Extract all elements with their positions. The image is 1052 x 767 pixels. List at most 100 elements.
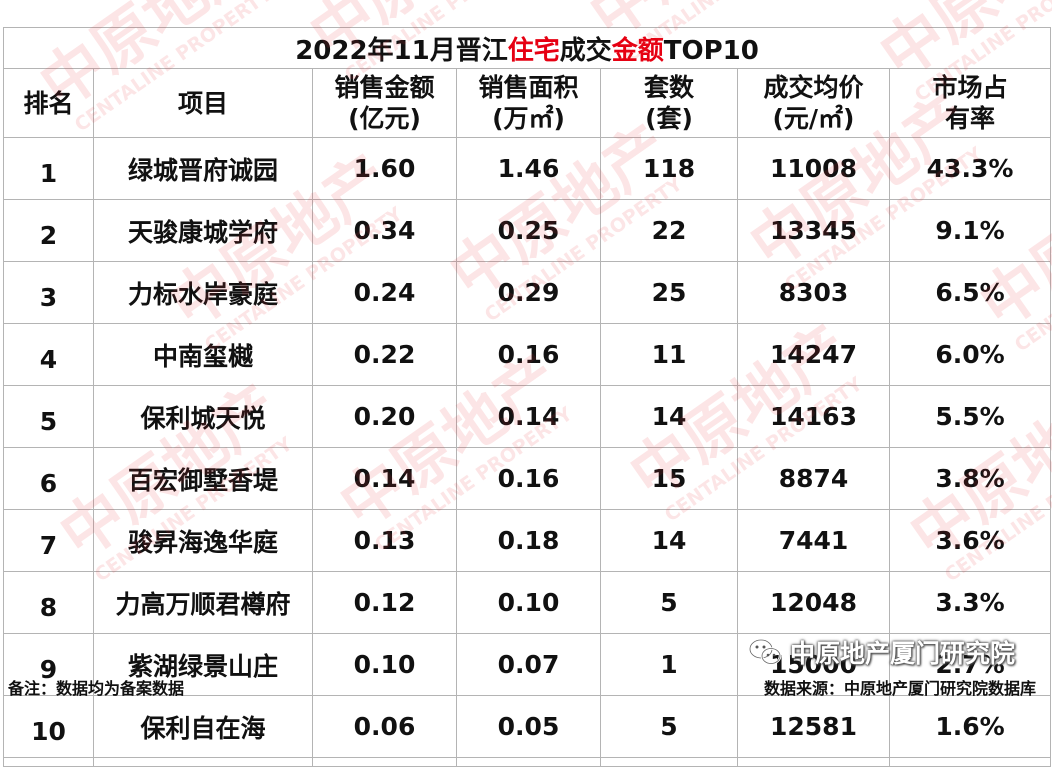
cell-units: 1 (600, 633, 738, 696)
header-area: 销售面积 (万㎡) (456, 68, 601, 138)
cell-project: 保利自在海 (93, 695, 313, 758)
header-avg-price-line1: 成交均价 (763, 73, 864, 102)
cell-amount: 0.34 (312, 199, 457, 262)
cell-avg-price: 12581 (737, 695, 890, 758)
cell-project: 绿城晋府诚园 (93, 137, 313, 200)
header-amount: 销售金额 (亿元) (312, 68, 457, 138)
cell-units: 11 (600, 323, 738, 386)
wechat-account-name: 中原地产厦门研究院 (790, 639, 1016, 668)
cell-project: 保利城天悦 (93, 385, 313, 448)
cell-area: 1.46 (456, 137, 601, 200)
cell-share: 3.8% (888, 447, 1052, 510)
wechat-account-label: 中原地产厦门研究院 (748, 635, 1015, 669)
cell-project: 天骏康城学府 (93, 199, 313, 262)
title-highlight: 金额 (611, 35, 664, 66)
header-share-line1: 市场占 (932, 73, 1008, 102)
cell-rank: 10 (3, 695, 94, 758)
strip-cell (3, 757, 94, 767)
cell-project: 力高万顺君樽府 (93, 571, 313, 634)
header-area-line1: 销售面积 (478, 73, 579, 102)
strip-cell (888, 757, 1052, 767)
table-row: 1 绿城晋府诚园 1.60 1.46 118 11008 43.3% (3, 137, 1052, 200)
header-units-line2: (套) (645, 104, 693, 133)
footer: 备注：数据均为备案数据 数据来源：中原地产厦门研究院数据库 (0, 671, 1052, 699)
cell-avg-price: 8303 (737, 261, 890, 324)
cell-amount: 0.13 (312, 509, 457, 572)
header-units: 套数 (套) (600, 68, 738, 138)
cell-area: 0.07 (456, 633, 601, 696)
cell-share: 3.6% (888, 509, 1052, 572)
cell-avg-price: 7441 (737, 509, 890, 572)
wechat-icon (748, 638, 782, 665)
header-rank: 排名 (3, 68, 94, 138)
strip-cell (600, 757, 738, 767)
cell-share: 3.3% (888, 571, 1052, 634)
cell-share: 6.5% (888, 261, 1052, 324)
cell-area: 0.25 (456, 199, 601, 262)
cell-rank: 5 (3, 385, 94, 448)
header-amount-line2: (亿元) (348, 104, 421, 133)
cell-area: 0.16 (456, 447, 601, 510)
cell-project: 中南玺樾 (93, 323, 313, 386)
cell-rank: 3 (3, 261, 94, 324)
cell-amount: 0.24 (312, 261, 457, 324)
cell-avg-price: 13345 (737, 199, 890, 262)
cell-avg-price: 14247 (737, 323, 890, 386)
table-bottom-strip (3, 757, 1052, 767)
header-row: 排名 项目 销售金额 (亿元) 销售面积 (万㎡) 套数 (套) 成交均价 (元/㎡) 市场占 有率 (3, 68, 1052, 138)
table-row: 4 中南玺樾 0.22 0.16 11 14247 6.0% (3, 323, 1052, 386)
title-text: TOP10 (663, 35, 759, 66)
cell-project: 百宏御墅香堤 (93, 447, 313, 510)
cell-amount: 0.12 (312, 571, 457, 634)
header-rank-line1: 排名 (23, 88, 74, 118)
header-area-line2: (万㎡) (492, 104, 565, 133)
cell-rank: 2 (3, 199, 94, 262)
table-row: 3 力标水岸豪庭 0.24 0.29 25 8303 6.5% (3, 261, 1052, 324)
cell-rank: 4 (3, 323, 94, 386)
cell-share: 43.3% (888, 137, 1052, 200)
table-row: 10 保利自在海 0.06 0.05 5 12581 1.6% (3, 695, 1052, 758)
strip-cell (93, 757, 313, 767)
title-row: 2022年11月晋江住宅成交金额TOP10 (2, 27, 1052, 69)
header-share-line2: 有率 (945, 104, 996, 133)
cell-avg-price: 11008 (737, 137, 890, 200)
cell-share: 5.5% (888, 385, 1052, 448)
cell-area: 0.05 (456, 695, 601, 758)
table-row: 2 天骏康城学府 0.34 0.25 22 13345 9.1% (3, 199, 1052, 262)
cell-avg-price: 8874 (737, 447, 890, 510)
cell-rank: 8 (3, 571, 94, 634)
cell-amount: 1.60 (312, 137, 457, 200)
cell-share: 9.1% (888, 199, 1052, 262)
header-avg-price: 成交均价 (元/㎡) (737, 68, 890, 138)
strip-cell (456, 757, 601, 767)
cell-amount: 0.06 (312, 695, 457, 758)
cell-avg-price: 15000 (737, 633, 890, 696)
cell-units: 5 (600, 571, 738, 634)
title-text: 2022年11月晋江 (295, 35, 508, 66)
header-amount-line1: 销售金额 (334, 73, 435, 102)
table-row: 9 紫湖绿景山庄 0.10 0.07 1 15000 2.7% (3, 633, 1052, 696)
cell-area: 0.14 (456, 385, 601, 448)
strip-cell (737, 757, 890, 767)
footer-note: 备注：数据均为备案数据 (8, 679, 185, 698)
cell-project: 紫湖绿景山庄 (93, 633, 313, 696)
cell-amount: 0.10 (312, 633, 457, 696)
cell-units: 118 (600, 137, 738, 200)
cell-area: 0.16 (456, 323, 601, 386)
table-row: 7 骏昇海逸华庭 0.13 0.18 14 7441 3.6% (3, 509, 1052, 572)
table-row: 5 保利城天悦 0.20 0.14 14 14163 5.5% (3, 385, 1052, 448)
cell-area: 0.18 (456, 509, 601, 572)
table-row: 6 百宏御墅香堤 0.14 0.16 15 8874 3.8% (3, 447, 1052, 510)
header-units-line1: 套数 (643, 73, 694, 102)
cell-avg-price: 12048 (737, 571, 890, 634)
cell-share: 1.6% (888, 695, 1052, 758)
cell-project: 骏昇海逸华庭 (93, 509, 313, 572)
cell-rank: 1 (3, 137, 94, 200)
cell-share: 6.0% (888, 323, 1052, 386)
cell-share: 2.7% (888, 633, 1052, 696)
cell-units: 22 (600, 199, 738, 262)
cell-area: 0.29 (456, 261, 601, 324)
cell-units: 15 (600, 447, 738, 510)
cell-avg-price: 14163 (737, 385, 890, 448)
cell-units: 5 (600, 695, 738, 758)
